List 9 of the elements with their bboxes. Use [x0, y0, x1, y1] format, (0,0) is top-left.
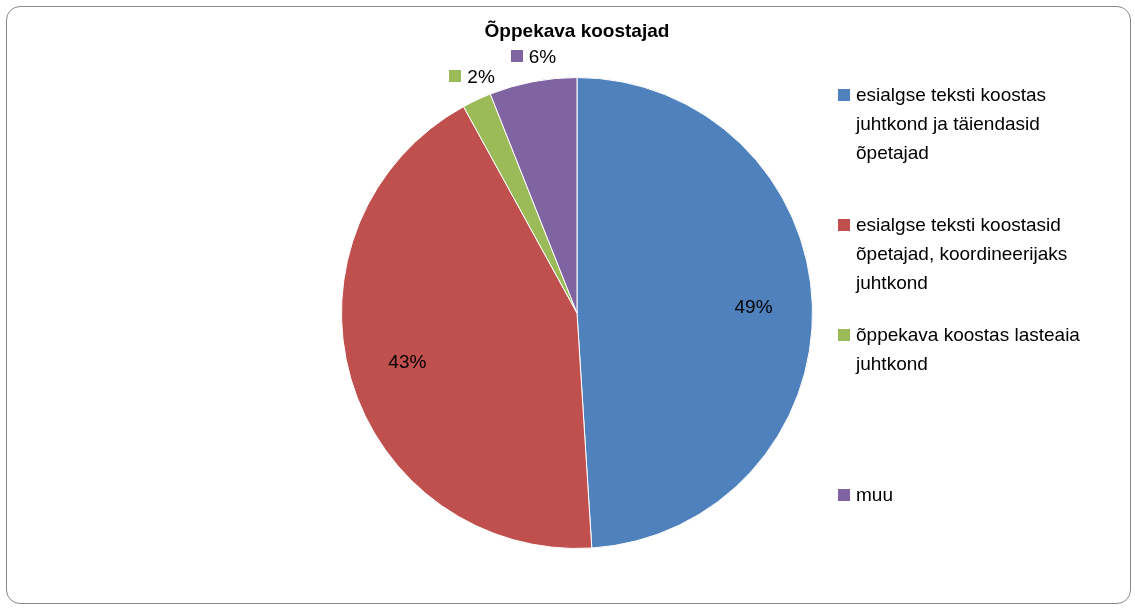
legend-label: õppekava koostas lasteaia juhtkond	[856, 323, 1081, 376]
data-label: 43%	[388, 350, 427, 372]
data-label: 49%	[734, 295, 773, 317]
data-label: 2%	[467, 66, 495, 88]
legend-label: muu	[856, 483, 893, 507]
data-label: 6%	[528, 46, 557, 68]
legend-label: esialgse teksti koostasid õpetajad, koordineerijaks juhtkond	[856, 213, 1069, 295]
chart-title: Õppekava koostajad	[483, 20, 671, 42]
legend-label: esialgse teksti koostas juhtkond ja täiendasid õpetajad	[856, 83, 1048, 165]
